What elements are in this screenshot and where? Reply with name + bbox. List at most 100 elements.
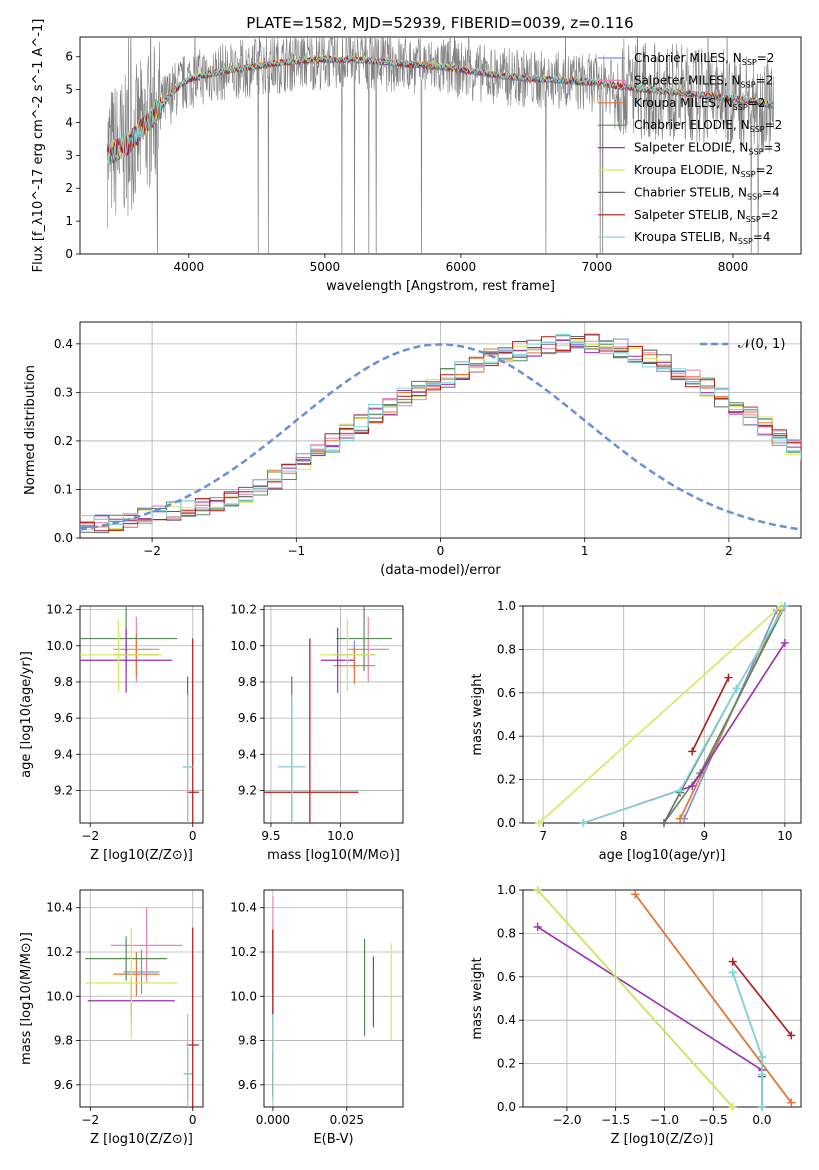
weight-marker (787, 1031, 796, 1040)
weight-marker (728, 968, 737, 977)
weight-line (634, 893, 792, 1104)
axes-frame (79, 36, 802, 255)
x-tick-label: 7 (539, 829, 547, 843)
y-tick-label: 10.4 (230, 901, 257, 915)
y-tick-label: 3 (65, 148, 73, 162)
x-tick-label: −2 (143, 544, 161, 558)
x-tick-label: 7000 (582, 260, 613, 274)
x-tick-label: 0 (189, 829, 197, 843)
x-tick-label: 8000 (718, 260, 749, 274)
weight-marker (757, 1103, 766, 1111)
y-tick-label: 4 (65, 115, 73, 129)
x-tick-label: 10.0 (327, 829, 354, 843)
x-tick-label: 5000 (310, 260, 341, 274)
x-tick-label: 2 (725, 544, 733, 558)
x-tick-label: 0.000 (256, 1113, 290, 1127)
y-tick-label: 0.8 (497, 642, 516, 656)
x-tick-label: 9.5 (261, 829, 280, 843)
y-tick-label: 0.4 (497, 1013, 516, 1027)
weight-marker (787, 1098, 796, 1107)
y-tick-label: 0.6 (497, 970, 516, 984)
legend-label-main: Salpeter STELIB, N (634, 208, 746, 222)
x-axis-label: E(B-V) (313, 1132, 353, 1147)
weight-marker (728, 1103, 737, 1111)
y-tick-label: 0.2 (54, 434, 73, 448)
x-tick-label: −2 (81, 1113, 99, 1127)
legend-label: Chabrier ELODIE, NSSP=2 (634, 118, 782, 134)
y-tick-label: 10.2 (230, 603, 257, 617)
legend-label-main: Kroupa STELIB, N (634, 230, 738, 244)
histogram-step-line (80, 334, 801, 527)
y-tick-label: 0.2 (497, 773, 516, 787)
y-tick-label: 0.0 (497, 1100, 516, 1114)
y-tick-label: 10.0 (46, 989, 73, 1003)
y-tick-label: 0 (65, 247, 73, 261)
weight-marker (660, 819, 669, 827)
legend-label-tail: =2 (756, 73, 774, 87)
legend-label: Salpeter ELODIE, NSSP=3 (634, 141, 781, 157)
y-tick-label: 0.4 (497, 729, 516, 743)
x-tick-label: 0.0 (752, 1113, 771, 1127)
y-tick-label: 9.6 (238, 1078, 257, 1092)
y-tick-label: 10.2 (46, 945, 73, 959)
y-tick-label: 9.4 (54, 747, 73, 761)
y-axis-label: Flux [f_λ10^-17 erg cm^-2 s^-1 A^-1] (31, 19, 46, 273)
legend-label-sub: SSP (741, 80, 756, 89)
y-tick-label: 0.1 (54, 482, 73, 496)
y-tick-label: 5 (65, 83, 73, 97)
y-tick-label: 9.8 (238, 675, 257, 689)
y-tick-label: 9.8 (54, 1034, 73, 1048)
y-tick-label: 0.0 (54, 531, 73, 545)
x-axis-label: age [log10(age/yr)] (599, 848, 726, 863)
y-tick-label: 9.6 (238, 711, 257, 725)
axes-frame (263, 889, 404, 1108)
legend-label-tail: =2 (748, 96, 766, 110)
y-tick-label: 10.2 (46, 603, 73, 617)
y-tick-label: 0.2 (497, 1057, 516, 1071)
panel-mass-vs-Z: −2 0 9.6 9.8 10.0 10.2 10.4 Z [log10(Z/Z⊙)] mass… (19, 889, 204, 1147)
weight-line (537, 926, 763, 1071)
x-axis-label: Z [log10(Z/Z⊙)] (90, 848, 193, 863)
weight-marker (676, 814, 685, 823)
legend-label-tail: =3 (763, 141, 781, 155)
panel-spectrum: 4000 5000 6000 7000 8000 0 1 2 3 4 5 6 wavelength [A… (31, 19, 802, 294)
weight-marker (535, 819, 544, 827)
legend-label-tail: =4 (762, 185, 780, 199)
x-axis-label: wavelength [Angstrom, rest frame] (326, 279, 555, 294)
x-axis-label: mass [log10(M/M⊙)] (267, 848, 400, 863)
axes-frame (263, 605, 404, 824)
axes-frame (79, 889, 204, 1108)
legend-label-sub: SSP (733, 103, 748, 112)
legend-label: Chabrier MILES, NSSP=2 (634, 51, 774, 67)
x-tick-label: 0 (189, 1113, 197, 1127)
y-axis-label: age [log10(age/yr)] (19, 651, 34, 778)
x-tick-label: 0.025 (330, 1113, 364, 1127)
axes-frame (522, 889, 802, 1108)
weight-line (538, 606, 782, 823)
spectrum-model-line (106, 54, 774, 165)
y-tick-label: 0.0 (497, 816, 516, 830)
legend-label-main: Chabrier STELIB, N (634, 185, 747, 199)
y-tick-label: 1.0 (497, 599, 516, 613)
legend-label-main: Kroupa MILES, N (634, 96, 733, 110)
y-tick-label: 10.0 (46, 639, 73, 653)
y-axis-label: mass weight (470, 957, 485, 1039)
legend-label-main: Chabrier ELODIE, N (634, 118, 750, 132)
y-tick-label: 9.4 (238, 747, 257, 761)
legend-label-sub: SSP (742, 58, 757, 67)
x-axis-label: Z [log10(Z/Z⊙)] (90, 1132, 193, 1147)
weight-marker (533, 886, 542, 894)
legend-label-tail: =2 (761, 208, 779, 222)
weight-marker (757, 1053, 766, 1062)
y-axis-label: Normed distribution (23, 365, 38, 495)
y-tick-label: 9.8 (238, 1034, 257, 1048)
x-tick-label: 9 (700, 829, 708, 843)
weight-marker (780, 638, 789, 647)
legend-label: Chabrier STELIB, NSSP=4 (634, 185, 780, 201)
weight-marker (631, 890, 640, 899)
legend-label-tail: =2 (756, 163, 774, 177)
legend-label-sub: SSP (741, 170, 756, 179)
legend-label: Kroupa ELODIE, NSSP=2 (634, 163, 773, 179)
x-tick-label: −2.0 (552, 1113, 581, 1127)
weight-marker (676, 786, 685, 795)
